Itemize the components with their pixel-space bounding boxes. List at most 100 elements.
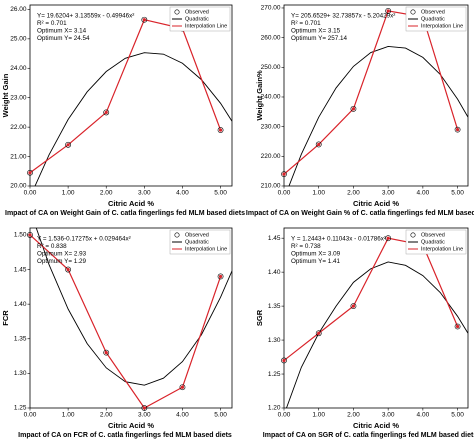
plot-frame	[29, 4, 233, 187]
plot-area	[284, 237, 468, 408]
equation-text: Optimum X= 3.09	[291, 251, 341, 258]
plot-area	[284, 10, 468, 186]
legend-box	[169, 229, 231, 255]
y-tick-label: 1.40	[268, 269, 281, 276]
observed-point	[454, 126, 461, 133]
line-dot	[66, 143, 70, 147]
x-axis-title: Citric Acid %	[108, 199, 154, 208]
equation-text: R² = 0.838	[37, 243, 67, 250]
y-axis-title: SGR	[255, 309, 264, 326]
line-dot	[282, 358, 286, 363]
legend-label: Interpolation Line	[185, 246, 227, 252]
x-tick-label: 3.00	[382, 412, 395, 419]
line-dot	[142, 18, 146, 22]
equation-text: Optimum Y= 24.54	[37, 35, 90, 42]
series-line	[35, 228, 232, 386]
y-tick-label: 24.00	[10, 65, 27, 72]
caption: Impact of CA on Weight Gain % of C. catl…	[246, 210, 474, 217]
y-tick-label: 25.00	[10, 36, 27, 43]
legend-label: Interpolation Line	[185, 23, 227, 29]
line-dot	[282, 172, 286, 176]
x-axis-title: Citric Acid %	[108, 421, 154, 430]
plot-area	[30, 228, 232, 408]
chart-panel: 0.00 1.00 2.00 3.00 4.00 5.00 20.00 21.00 22.00 2…	[1, 4, 245, 217]
observed-point	[281, 171, 287, 178]
line-dot	[317, 142, 321, 147]
x-tick-label: 4.00	[417, 190, 430, 197]
legend-label: Quadratic	[185, 239, 209, 245]
x-tick-label: 2.00	[347, 412, 360, 419]
observed-point	[103, 109, 110, 116]
y-tick-label: 1.20	[268, 405, 281, 412]
x-tick-label: 2.00	[347, 190, 360, 197]
legend-label: Observed	[421, 232, 445, 238]
x-axis-title: Citric Acid %	[353, 421, 399, 430]
x-tick-label: 5.00	[451, 190, 464, 197]
y-tick-label: 260.00	[261, 34, 281, 41]
series-line	[34, 52, 232, 186]
equation-text: Y= 205.6529+ 32.73857x - 5.20429x²	[291, 13, 395, 20]
y-tick-label: 1.45	[14, 266, 27, 273]
y-tick-label: 21.00	[10, 153, 27, 160]
x-tick-label: 1.00	[312, 412, 325, 419]
x-tick-label: 1.00	[312, 190, 325, 197]
observed-point	[141, 16, 148, 23]
plot-frame	[29, 227, 233, 409]
line-dot	[351, 304, 356, 308]
y-tick-label: 1.30	[14, 370, 27, 377]
y-tick-label: 1.30	[268, 337, 281, 344]
y-tick-label: 1.45	[268, 235, 281, 242]
y-tick-label: 210.00	[261, 183, 281, 190]
line-dot	[455, 324, 460, 329]
observed-point	[141, 405, 148, 411]
x-tick-label: 5.00	[214, 190, 227, 197]
x-axis-title: Citric Acid %	[353, 199, 399, 208]
series-line	[284, 10, 459, 175]
x-tick-label: 0.00	[24, 190, 37, 197]
y-axis-title: Weight Gain%	[255, 70, 264, 121]
y-tick-label: 1.35	[14, 335, 27, 342]
legend-label: Observed	[421, 9, 445, 15]
caption: Impact of CA on Weight Gain of C. catla …	[5, 210, 245, 217]
equation-text: R² = 0.701	[291, 20, 321, 27]
line-dot	[28, 171, 32, 175]
y-axis-title: Weight Gain	[1, 73, 10, 117]
x-tick-label: 0.00	[24, 412, 37, 419]
x-tick-label: 5.00	[451, 412, 464, 419]
y-tick-label: 26.00	[10, 6, 27, 13]
legend-label: Interpolation Line	[421, 246, 463, 252]
x-tick-label: 5.00	[214, 412, 227, 419]
observed-point	[315, 141, 322, 148]
legend-label: Observed	[185, 9, 209, 15]
observed-point	[27, 169, 33, 176]
observed-point	[103, 349, 110, 356]
x-tick-label: 4.00	[176, 412, 189, 419]
legend-label: Quadratic	[421, 16, 445, 22]
line-dot	[66, 267, 70, 272]
y-tick-label: 1.35	[268, 303, 281, 310]
x-tick-label: 3.00	[382, 190, 395, 197]
equation-text: Optimum X= 3.14	[37, 28, 87, 35]
equation-text: R² = 0.738	[291, 243, 321, 250]
legend-marker	[174, 9, 180, 15]
plot-frame	[283, 4, 469, 187]
series-line	[30, 19, 222, 174]
line-dot	[386, 236, 390, 240]
y-tick-label: 230.00	[261, 123, 281, 130]
y-tick-label: 1.40	[14, 301, 27, 308]
plot-area	[30, 19, 232, 186]
line-dot	[142, 406, 146, 410]
line-dot	[351, 107, 356, 111]
x-tick-label: 0.00	[278, 190, 291, 197]
line-dot	[455, 128, 460, 132]
y-tick-label: 22.00	[10, 124, 27, 131]
observed-point	[65, 266, 72, 273]
chart-panel: 0.00 1.00 2.00 3.00 4.00 5.00 1.25 1.30 1.35 1.40…	[1, 227, 233, 439]
observed-point	[350, 303, 357, 310]
